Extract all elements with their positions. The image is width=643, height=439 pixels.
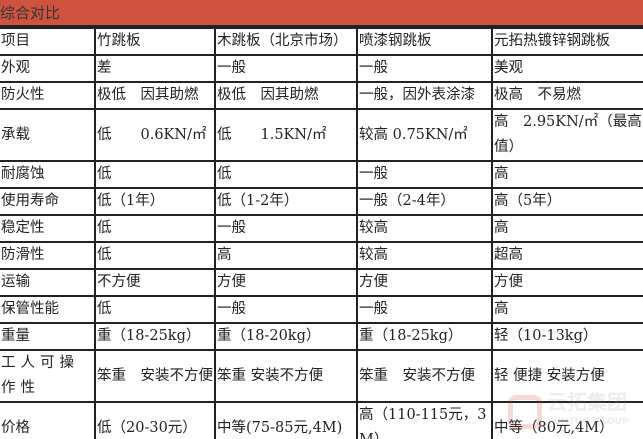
row-label: 耐腐蚀 [0,160,96,189]
table-cell: 极低 因其助燃 [94,81,216,110]
table-cell: 笨重 安装不方便 [214,349,358,403]
table-cell: 笨重 安装不方便 [94,349,216,403]
table-cell: 低 [214,160,358,189]
row-label: 使用寿命 [0,187,96,216]
table-cell: 极低 因其助燃 [214,81,358,110]
table-row: 保管性能低一般 一般高 [0,295,643,324]
table-title: 综合对比 [0,0,643,27]
column-header: 元拓热镀锌钢跳板 [491,27,643,56]
table-cell: 一般 [356,295,493,324]
watermark-logo-icon [508,395,542,429]
table-cell: 较高 [356,214,493,243]
table-cell: 一般 [356,160,493,189]
row-label: 价格 [0,401,96,439]
table-row: 工人可操作性 笨重 安装不方便 笨重 安装不方便 笨重 安装不方便轻 便捷 安装方便 [0,349,643,403]
column-header: 木跳板（北京市场） [214,27,358,56]
table-cell: 低 [94,295,216,324]
column-header: 项目 [0,27,96,56]
table-cell: 重（18-25kg） [94,322,216,351]
comparison-table: 项目 竹跳板 木跳板（北京市场） 喷漆钢跳板 元拓热镀锌钢跳板 外观差一般 一般 美观 防火性极… [0,27,643,439]
table-cell: 低 1.5KN/㎡ [214,108,358,162]
table-cell: 一般 [214,295,358,324]
table-cell: 低 [94,214,216,243]
table-cell: 极高 不易燃 [491,81,643,110]
table-cell: 高 2.95KN/㎡（最高值） [491,108,643,162]
table-cell: 重（18-25kg） [356,322,493,351]
watermark-text: 云拓集团 [547,390,628,414]
table-cell: 美观 [491,54,643,83]
table-row: 使用寿命 低（1年） 低（1-2年） 一般（2-4年） 高（5年） [0,187,643,216]
table-cell: 高 [491,214,643,243]
table-cell: 差 [94,54,216,83]
row-label: 重量 [0,322,96,351]
table-row: 防火性 极低 因其助燃 极低 因其助燃 一般，因外表涂漆 极高 不易燃 [0,81,643,110]
header-row: 项目 竹跳板 木跳板（北京市场） 喷漆钢跳板 元拓热镀锌钢跳板 [0,27,643,56]
table-cell: 一般，因外表涂漆 [356,81,493,110]
table-cell: 方便 [214,268,358,297]
row-label: 防火性 [0,81,96,110]
table-cell: 高 [491,160,643,189]
row-label: 工人可操作性 [0,349,96,403]
table-cell: 较高 [356,241,493,270]
table-cell: 轻 便捷 安装方便 [491,349,643,403]
table-cell: 方便 [356,268,493,297]
watermark: 云拓集团 YUNTUO GROUP [508,392,629,432]
table-cell: 低（1年） [94,187,216,216]
table-cell: 高 [491,295,643,324]
table-cell: 一般 [356,54,493,83]
table-cell: 一般（2-4年） [356,187,493,216]
row-label: 承载 [0,108,96,162]
table-cell: 低（20-30元） [94,401,216,439]
table-row: 耐腐蚀低低一般高 [0,160,643,189]
column-header: 喷漆钢跳板 [356,27,493,56]
table-cell: 中等（80元,4M） [491,401,643,439]
table-cell: 笨重 安装不方便 [356,349,493,403]
table-cell: 方便 [491,268,643,297]
table-cell: 低（1-2年） [214,187,358,216]
row-label: 运输 [0,268,96,297]
table-row: 运输 不方便 方便 方便 方便 [0,268,643,297]
table-cell: 超高 [491,241,643,270]
table-cell: 一般 [214,214,358,243]
column-header: 竹跳板 [94,27,216,56]
table-row: 价格低（20-30元）中等(75-85元,4M)高（110-115元，3M）中等… [0,401,643,439]
table-cell: 高 [214,241,358,270]
table-row: 稳定性低一般 较高高 [0,214,643,243]
table-cell: 低 [94,241,216,270]
table-cell: 低 0.6KN/㎡ [94,108,216,162]
table-cell: 重（18-20kg） [214,322,358,351]
row-label: 外观 [0,54,96,83]
table-cell: 一般 [214,54,358,83]
table-row: 重量 重（18-25kg） 重（18-20kg） 重（18-25kg） 轻（10-13k… [0,322,643,351]
table-row: 外观差一般 一般 美观 [0,54,643,83]
watermark-subtext: YUNTUO GROUP [547,417,629,427]
table-cell: 中等(75-85元,4M) [214,401,358,439]
table-cell: 高（5年） [491,187,643,216]
table-cell: 高（110-115元，3M） [356,401,493,439]
row-label: 防滑性 [0,241,96,270]
table-row: 防滑性低高较高 超高 [0,241,643,270]
table-cell: 较高 0.75KN/㎡ [356,108,493,162]
table-cell: 低 [94,160,216,189]
row-label: 稳定性 [0,214,96,243]
row-label: 保管性能 [0,295,96,324]
table-cell: 不方便 [94,268,216,297]
table-cell: 轻（10-13kg） [491,322,643,351]
